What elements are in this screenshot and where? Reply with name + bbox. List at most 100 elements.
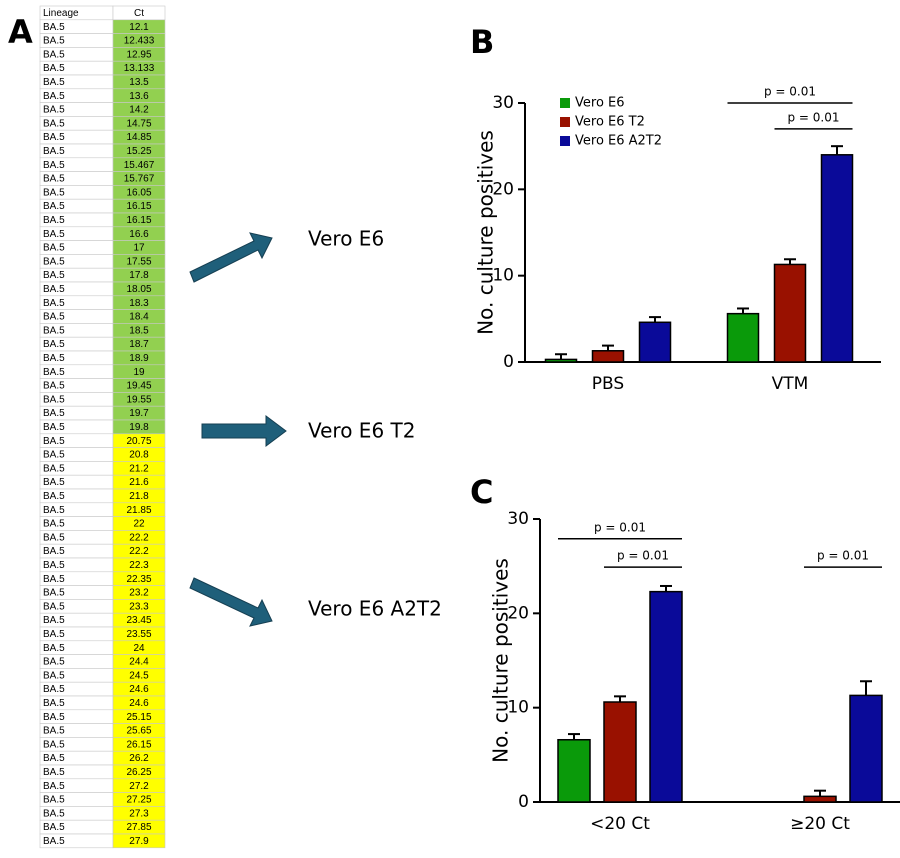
table-row-text: BA.5 xyxy=(43,657,65,668)
table-row-text: 21.2 xyxy=(129,463,149,474)
table-row-text: 19.55 xyxy=(126,394,151,405)
table-row-text: BA.5 xyxy=(43,450,65,461)
legend-swatch xyxy=(560,136,570,146)
table-row-text: BA.5 xyxy=(43,560,65,571)
table-row-text: BA.5 xyxy=(43,325,65,336)
table-row-text: 16.15 xyxy=(126,201,151,212)
table-row-text: 22 xyxy=(133,519,145,530)
table-row-text: BA.5 xyxy=(43,588,65,599)
table-row-text: BA.5 xyxy=(43,353,65,364)
table-row-text: 27.3 xyxy=(129,808,149,819)
panel-label: A xyxy=(8,13,33,51)
arrow-label: Vero E6 T2 xyxy=(308,419,415,443)
table-row-text: 18.4 xyxy=(129,312,149,323)
table-row-text: BA.5 xyxy=(43,643,65,654)
legend-label: Vero E6 T2 xyxy=(575,115,645,130)
table-row-text: BA.5 xyxy=(43,312,65,323)
table-row-text: 21.6 xyxy=(129,477,149,488)
y-tick-label: 30 xyxy=(492,93,514,113)
table-row-text: BA.5 xyxy=(43,256,65,267)
y-axis-label: No. culture positives xyxy=(474,130,498,335)
table-row-text: 18.3 xyxy=(129,298,149,309)
table-row-text: 17 xyxy=(133,243,145,254)
bar xyxy=(591,350,625,363)
y-axis-label: No. culture positives xyxy=(489,558,513,763)
table-row-text: BA.5 xyxy=(43,491,65,502)
arrow-label: Vero E6 A2T2 xyxy=(308,597,442,621)
table-row-text: 18.5 xyxy=(129,325,149,336)
table-row-text: 13.133 xyxy=(124,63,155,74)
table-row-text: 14.2 xyxy=(129,105,149,116)
table-row-text: 14.85 xyxy=(126,132,151,143)
table-row-text: BA.5 xyxy=(43,146,65,157)
legend-label: Vero E6 A2T2 xyxy=(575,134,662,149)
x-tick-label: VTM xyxy=(772,374,809,394)
table-row-text: BA.5 xyxy=(43,698,65,709)
table-row-text: 16.6 xyxy=(129,229,149,240)
table-row-text: 22.35 xyxy=(126,574,151,585)
table-row-text: BA.5 xyxy=(43,22,65,33)
table-row-text: BA.5 xyxy=(43,49,65,60)
significance-label: p = 0.01 xyxy=(617,549,669,563)
table-row-cell xyxy=(112,833,166,849)
y-tick-label: 20 xyxy=(507,603,529,623)
table-row-text: 12.433 xyxy=(124,36,155,47)
bar xyxy=(726,312,760,363)
table-row-text: BA.5 xyxy=(43,367,65,378)
table-row-text: 15.767 xyxy=(124,174,155,185)
table-row-text: BA.5 xyxy=(43,726,65,737)
y-tick-label: 10 xyxy=(507,698,529,718)
table-row-text: 23.3 xyxy=(129,601,149,612)
table-row-text: 17.8 xyxy=(129,270,149,281)
bar xyxy=(820,154,854,363)
table-row-text: BA.5 xyxy=(43,670,65,681)
table-row-text: 21.8 xyxy=(129,491,149,502)
table-row-text: BA.5 xyxy=(43,767,65,778)
legend-swatch xyxy=(560,117,570,127)
table-row-text: 24.6 xyxy=(129,698,149,709)
table-row-text: BA.5 xyxy=(43,394,65,405)
table-row-text: BA.5 xyxy=(43,63,65,74)
x-tick-label: <20 Ct xyxy=(590,814,650,834)
table-row-text: 24.6 xyxy=(129,684,149,695)
bar xyxy=(803,795,837,803)
table-row-text: BA.5 xyxy=(43,532,65,543)
table-row-text: BA.5 xyxy=(43,519,65,530)
table-row-text: BA.5 xyxy=(43,187,65,198)
table-row-text: 18.7 xyxy=(129,339,149,350)
table-row-text: BA.5 xyxy=(43,629,65,640)
table-row-text: BA.5 xyxy=(43,781,65,792)
table-row-text: 15.25 xyxy=(126,146,151,157)
table-row-text: BA.5 xyxy=(43,105,65,116)
table-row-text: BA.5 xyxy=(43,270,65,281)
table-row-text: 18.05 xyxy=(126,284,151,295)
table-row-text: BA.5 xyxy=(43,615,65,626)
table-row-text: 14.75 xyxy=(126,118,151,129)
table-row-text: BA.5 xyxy=(43,284,65,295)
table-row-text: 19.8 xyxy=(129,422,149,433)
bar xyxy=(603,701,637,803)
table-row-text: 26.15 xyxy=(126,739,151,750)
table-row-text: BA.5 xyxy=(43,436,65,447)
table-row-text: 22.2 xyxy=(129,546,149,557)
table-row-text: 20.75 xyxy=(126,436,151,447)
arrow xyxy=(189,232,273,283)
table-row-text: 24 xyxy=(133,643,145,654)
table-row-text: 23.2 xyxy=(129,588,149,599)
table-row-text: BA.5 xyxy=(43,822,65,833)
table-row-text: 25.15 xyxy=(126,712,151,723)
bar xyxy=(773,263,807,363)
table-row-text: 19 xyxy=(133,367,145,378)
y-tick-label: 20 xyxy=(492,179,514,199)
table-row-text: 16.05 xyxy=(126,187,151,198)
significance-label: p = 0.01 xyxy=(594,520,646,534)
table-row-text: 27.2 xyxy=(129,781,149,792)
table-row-text: BA.5 xyxy=(43,339,65,350)
table-row-text: 18.9 xyxy=(129,353,149,364)
bar xyxy=(557,738,591,803)
significance-label: p = 0.01 xyxy=(817,549,869,563)
table-row-text: 16.15 xyxy=(126,215,151,226)
table-row-text: 19.7 xyxy=(129,408,149,419)
